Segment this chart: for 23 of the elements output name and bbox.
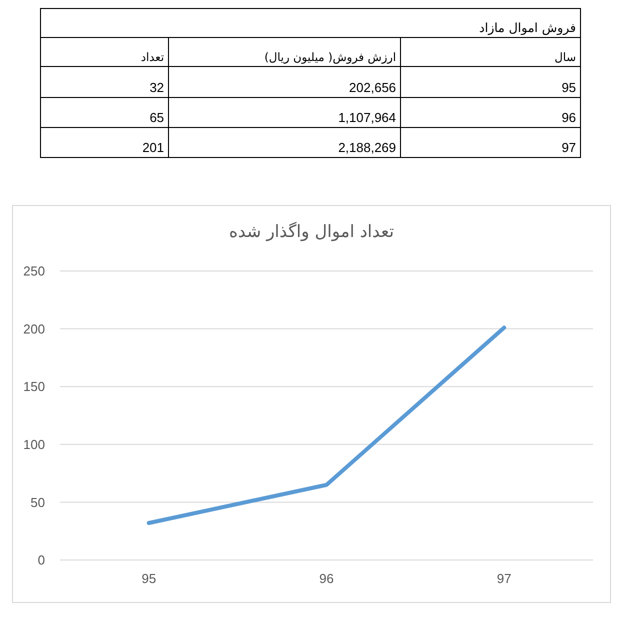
data-label: 2,188,269	[168, 128, 401, 158]
text: ارزش فروش( میلیون ریال)	[168, 38, 401, 66]
y-tick-label: 50	[30, 494, 45, 510]
text: سال	[400, 38, 581, 66]
y-tick-label: 0	[38, 552, 45, 568]
text: تعداد	[40, 38, 169, 66]
data-label: 1,107,964	[168, 98, 401, 128]
x-tick-label: 96	[319, 571, 334, 586]
category-label: 97	[400, 128, 581, 158]
y-tick-label: 250	[23, 264, 45, 279]
data-label: 32	[40, 66, 169, 98]
x-tick-label: 95	[142, 571, 156, 586]
y-tick-label: 150	[23, 379, 45, 394]
y-tick-label: 200	[23, 321, 45, 336]
chart-title: تعداد اموال واگذار شده	[228, 222, 395, 242]
x-tick-label: 97	[496, 571, 512, 586]
data-label: 202,656	[168, 66, 401, 98]
text: فروش اموال مازاد	[40, 8, 581, 38]
category-label: 95	[400, 66, 581, 98]
data-label: 65	[40, 98, 169, 128]
data-label: 201	[40, 128, 169, 158]
category-label: 96	[400, 98, 581, 128]
y-tick-label: 100	[23, 437, 45, 452]
